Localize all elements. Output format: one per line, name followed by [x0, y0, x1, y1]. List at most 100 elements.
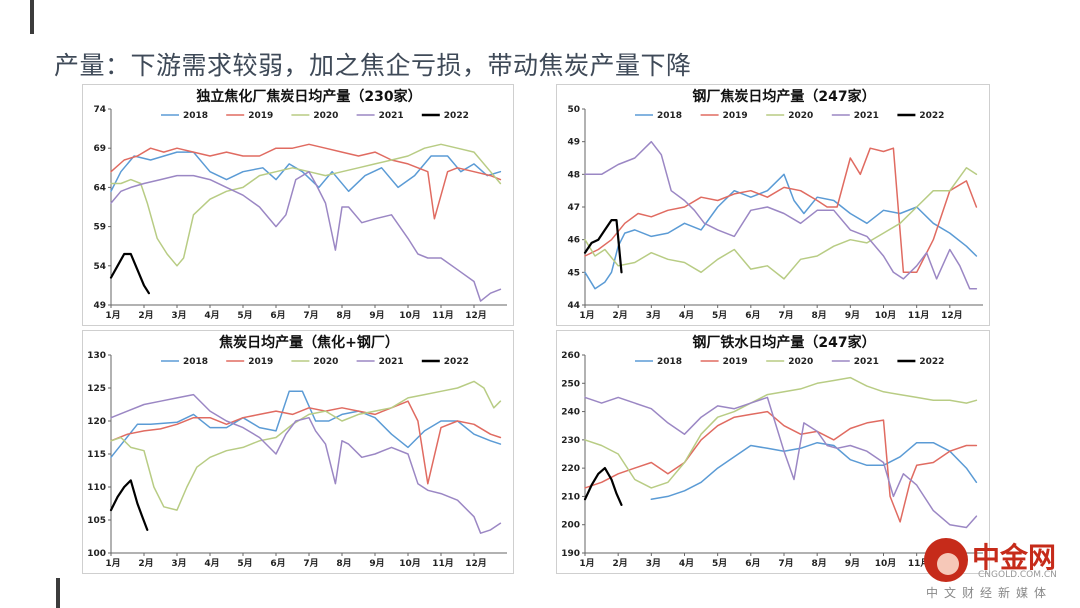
y-tick-label: 260	[561, 351, 580, 361]
legend-label-2021: 2021	[854, 111, 879, 121]
series-line-2019	[110, 400, 502, 485]
legend-label-2020: 2020	[788, 357, 813, 367]
y-tick-label: 105	[87, 516, 106, 526]
series-line-2018	[110, 151, 502, 193]
y-tick-label: 47	[567, 203, 580, 213]
y-tick-label: 220	[561, 464, 580, 474]
x-tick-label: 9月	[845, 310, 860, 321]
x-tick-label: 1月	[579, 558, 594, 569]
x-tick-label: 10月	[399, 558, 421, 569]
watermark-logo: 中金网 CNGOLD.COM.CN 中文财经新媒体	[922, 534, 1072, 604]
x-tick-label: 5月	[237, 310, 252, 321]
y-tick-label: 240	[561, 408, 580, 418]
series-line-2021	[584, 140, 978, 290]
x-tick-label: 6月	[745, 310, 760, 321]
x-tick-label: 8月	[336, 310, 351, 321]
y-tick-label: 69	[93, 144, 106, 154]
series-line-2022	[583, 219, 623, 274]
x-tick-label: 2月	[613, 310, 628, 321]
x-tick-label: 3月	[646, 558, 661, 569]
chart-independent-coking-output: 独立焦化厂焦炭日均产量（230家） 2018 2019 2020 2021 2022 74 6…	[82, 84, 514, 326]
x-tick-label: 10月	[875, 558, 897, 569]
legend-label-2022: 2022	[444, 111, 469, 121]
series-line-2020	[584, 167, 978, 280]
y-tick-label: 45	[567, 268, 580, 278]
y-tick-label: 190	[561, 549, 580, 559]
logo-tagline: 中文财经新媒体	[926, 586, 1053, 600]
chart-title: 钢厂铁水日均产量（247家）	[692, 334, 875, 351]
chart-steel-mill-coke-output: 钢厂焦炭日均产量（247家） 2018 2019 2020 2021 2022 50 49 48…	[556, 84, 990, 326]
legend-label-2018: 2018	[183, 357, 208, 367]
series-line-2018	[584, 173, 978, 290]
x-tick-label: 11月	[432, 558, 454, 569]
chart-svg: 独立焦化厂焦炭日均产量（230家） 2018 2019 2020 2021 2022 74 6…	[93, 88, 507, 321]
y-tick-label: 50	[567, 105, 580, 115]
x-tick-label: 5月	[712, 310, 727, 321]
legend-label-2018: 2018	[657, 111, 682, 121]
y-tick-label: 210	[561, 492, 580, 502]
legend-label-2019: 2019	[723, 357, 748, 367]
legend-label-2021: 2021	[379, 357, 404, 367]
x-tick-label: 3月	[646, 310, 661, 321]
legend-label-2018: 2018	[657, 357, 682, 367]
chart-svg: 焦炭日均产量（焦化+钢厂） 2018 2019 2020 2021 2022 130 125 1…	[87, 334, 507, 569]
legend-label-2018: 2018	[183, 111, 208, 121]
x-tick-label: 6月	[745, 558, 760, 569]
x-tick-label: 4月	[679, 558, 694, 569]
top-accent-bar	[30, 0, 34, 34]
series-line-2022	[109, 252, 151, 295]
x-tick-label: 6月	[270, 310, 285, 321]
x-tick-label: 5月	[712, 558, 727, 569]
y-tick-label: 48	[567, 170, 580, 180]
x-tick-label: 10月	[399, 310, 421, 321]
chart-total-coke-output: 焦炭日均产量（焦化+钢厂） 2018 2019 2020 2021 2022 130 125 1…	[82, 330, 514, 574]
y-tick-label: 59	[93, 223, 106, 233]
logo-emblem-icon	[924, 538, 968, 582]
series-line-2020	[110, 380, 502, 511]
y-tick-label: 250	[561, 379, 580, 389]
chart-title: 独立焦化厂焦炭日均产量（230家）	[196, 88, 421, 105]
bottom-accent-bar	[56, 578, 60, 608]
series-line-2021	[110, 170, 502, 302]
x-tick-label: 7月	[303, 558, 318, 569]
y-tick-label: 64	[93, 183, 106, 193]
x-tick-label: 12月	[941, 310, 963, 321]
series-line-2021	[110, 393, 502, 534]
x-tick-label: 11月	[432, 310, 454, 321]
x-tick-label: 9月	[369, 310, 384, 321]
chart-svg: 钢厂焦炭日均产量（247家） 2018 2019 2020 2021 2022 50 49 48…	[567, 88, 983, 321]
y-tick-label: 200	[561, 521, 580, 531]
y-tick-label: 54	[93, 262, 106, 272]
x-tick-label: 3月	[171, 558, 186, 569]
x-tick-label: 8月	[812, 310, 827, 321]
series-line-2019	[110, 143, 502, 220]
y-tick-label: 110	[87, 483, 106, 493]
x-tick-label: 11月	[908, 310, 930, 321]
legend-label-2020: 2020	[313, 357, 338, 367]
series-line-2018	[110, 390, 502, 459]
legend-label-2022: 2022	[444, 357, 469, 367]
x-tick-label: 8月	[336, 558, 351, 569]
chart-title: 钢厂焦炭日均产量（247家）	[692, 88, 875, 105]
x-tick-label: 10月	[875, 310, 897, 321]
x-tick-label: 4月	[204, 310, 219, 321]
y-tick-label: 130	[87, 351, 106, 361]
legend-label-2019: 2019	[248, 357, 273, 367]
series-line-2019	[584, 410, 978, 523]
x-tick-label: 4月	[679, 310, 694, 321]
x-tick-label: 4月	[204, 558, 219, 569]
legend-label-2019: 2019	[248, 111, 273, 121]
x-tick-label: 7月	[778, 310, 793, 321]
legend-label-2021: 2021	[854, 357, 879, 367]
series-line-2021	[584, 396, 978, 529]
series-line-2018	[650, 441, 978, 501]
legend-label-2022: 2022	[919, 111, 944, 121]
series-line-2020	[110, 143, 502, 267]
x-tick-label: 12月	[465, 310, 487, 321]
y-tick-label: 230	[561, 436, 580, 446]
y-tick-label: 115	[87, 450, 106, 460]
x-tick-label: 1月	[105, 310, 120, 321]
x-tick-label: 1月	[579, 310, 594, 321]
y-tick-label: 49	[93, 301, 106, 311]
y-tick-label: 44	[567, 301, 580, 311]
